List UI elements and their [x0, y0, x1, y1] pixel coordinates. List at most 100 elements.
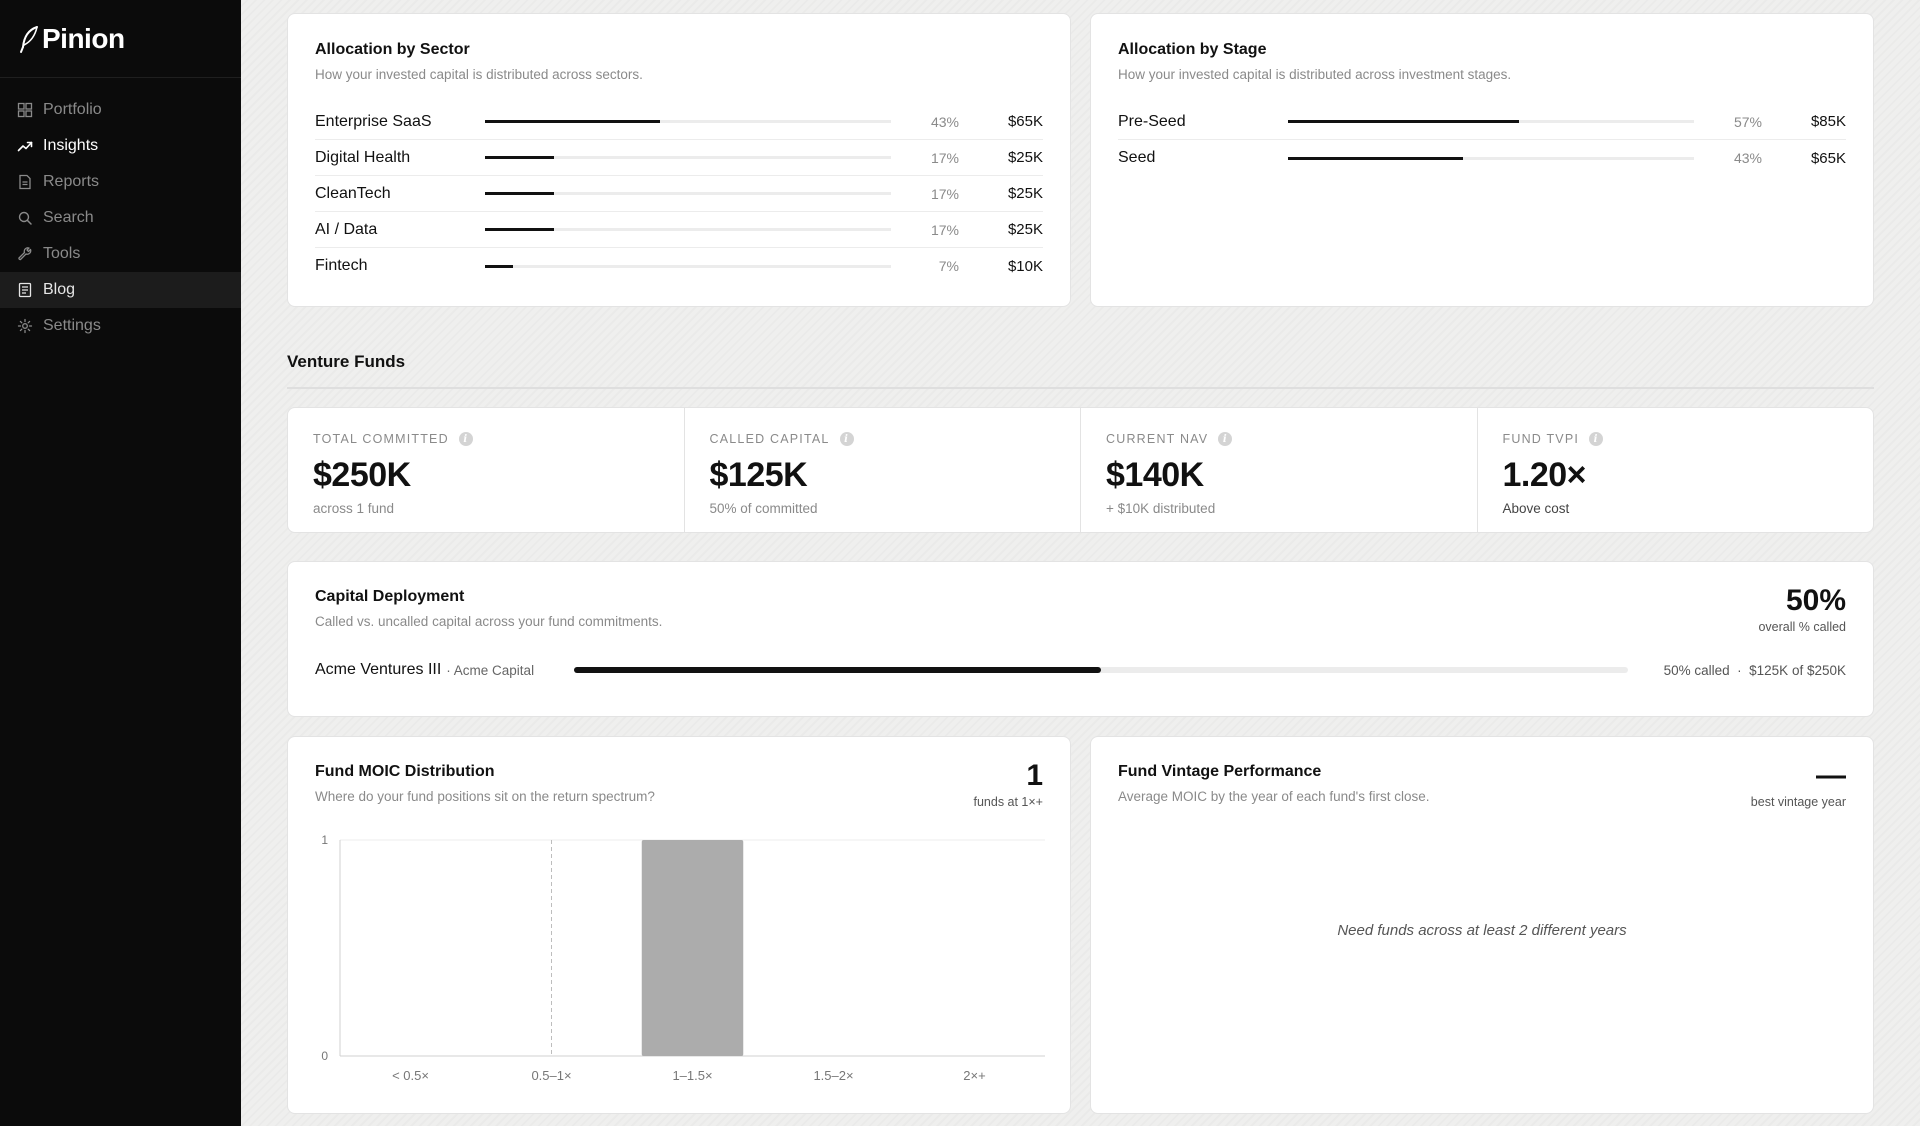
stage-amount: $65K — [1810, 149, 1846, 167]
allocation-bar — [485, 264, 891, 268]
stage-amount: $85K — [1810, 113, 1846, 130]
x-tick-label: 0.5–1× — [531, 1068, 571, 1083]
section-divider — [287, 387, 1874, 389]
sidebar-item-label: Blog — [43, 281, 76, 298]
allocation-bar-fill — [485, 120, 660, 123]
sector-percent: 17% — [930, 185, 959, 202]
vintage-stat-label: best vintage year — [1750, 795, 1846, 809]
moic-bar — [641, 840, 744, 1056]
stage-row[interactable]: Seed 43% $65K — [1118, 140, 1846, 176]
section-title-venture-funds: Venture Funds — [287, 352, 406, 371]
article-icon — [17, 282, 33, 298]
card-title: Allocation by Stage — [1118, 41, 1267, 58]
sector-row[interactable]: Fintech 7% $10K — [315, 248, 1043, 284]
sector-label: Fintech — [315, 257, 368, 274]
moic-stat-value: 1 — [1026, 759, 1043, 792]
wrench-icon — [17, 246, 33, 262]
x-tick-label: 1.5–2× — [813, 1068, 853, 1083]
card-subtitle: Average MOIC by the year of each fund's … — [1118, 789, 1430, 804]
vintage-stat-value: — — [1816, 759, 1846, 792]
stage-row[interactable]: Pre-Seed 57% $85K — [1118, 104, 1846, 140]
info-icon[interactable]: i — [458, 432, 473, 446]
sector-row[interactable]: Digital Health 17% $25K — [315, 140, 1043, 176]
sidebar-item-insights[interactable]: Insights — [0, 128, 241, 164]
kpi-note: + $10K distributed — [1106, 501, 1216, 516]
allocation-bar — [485, 120, 891, 123]
fund-name: Acme Ventures III — [315, 661, 442, 678]
allocation-bar — [1288, 120, 1694, 123]
sidebar-item-reports[interactable]: Reports — [0, 164, 241, 200]
card-subtitle: Where do your fund positions sit on the … — [315, 789, 655, 804]
sector-percent: 7% — [938, 258, 959, 274]
sidebar-item-blog[interactable]: Blog — [0, 272, 241, 308]
kpi-current-nav: CURRENT NAV i $140K + $10K distributed — [1081, 408, 1478, 532]
kpi-fund-tvpi: FUND TVPI i 1.20× Above cost — [1478, 408, 1874, 532]
sector-amount: $25K — [1007, 221, 1043, 238]
info-icon[interactable]: i — [1218, 432, 1233, 446]
sector-percent: 17% — [930, 149, 959, 166]
fund-manager: · Acme Capital — [446, 662, 535, 678]
allocation-bar — [485, 228, 891, 231]
card-title: Allocation by Sector — [315, 41, 470, 58]
sector-label: CleanTech — [315, 184, 391, 202]
x-tick-label: 1–1.5× — [672, 1068, 712, 1083]
sidebar-item-label: Tools — [43, 245, 81, 262]
sidebar-item-portfolio[interactable]: Portfolio — [0, 92, 241, 128]
sector-label: Enterprise SaaS — [315, 112, 432, 130]
kpi-label: TOTAL COMMITTED — [313, 432, 449, 446]
sidebar-item-search[interactable]: Search — [0, 200, 241, 236]
sector-row[interactable]: AI / Data 17% $25K — [315, 212, 1043, 248]
quill-logo-icon — [18, 24, 40, 54]
sector-label: Digital Health — [315, 148, 411, 166]
kpi-note: 50% of committed — [709, 501, 818, 516]
kpi-total-committed: TOTAL COMMITTED i $250K across 1 fund — [288, 408, 685, 532]
sidebar: Pinion Portfolio Insights Reports Search — [0, 0, 241, 1126]
kpi-note: Above cost — [1502, 501, 1570, 516]
kpi-value: 1.20× — [1502, 456, 1587, 494]
sidebar-item-label: Portfolio — [43, 101, 102, 118]
info-icon[interactable]: i — [839, 432, 854, 446]
moic-stat: 1 funds at 1×+ — [973, 759, 1043, 809]
overall-called-value: 50% — [1785, 584, 1846, 617]
sector-amount: $10K — [1007, 257, 1043, 275]
sidebar-item-tools[interactable]: Tools — [0, 236, 241, 272]
card-subtitle: Called vs. uncalled capital across your … — [315, 614, 663, 629]
info-icon[interactable]: i — [1589, 432, 1604, 446]
fund-called-meta: 50% called · $125K of $250K — [1663, 662, 1846, 678]
called-capital-bar-fill — [574, 667, 1101, 673]
stage-percent: 43% — [1733, 150, 1762, 166]
sector-row[interactable]: CleanTech 17% $25K — [315, 176, 1043, 212]
allocation-bar-fill — [1288, 120, 1520, 123]
kpi-called-capital: CALLED CAPITAL i $125K 50% of committed — [685, 408, 1081, 532]
kpi-value: $250K — [313, 456, 411, 494]
gear-icon — [17, 318, 33, 334]
card-title: Fund Vintage Performance — [1118, 763, 1322, 780]
kpi-label: CURRENT NAV — [1106, 432, 1209, 446]
card-subtitle: How your invested capital is distributed… — [315, 67, 643, 82]
card-title: Fund MOIC Distribution — [315, 763, 495, 780]
brand-name: Pinion — [42, 22, 125, 54]
capital-deployment-card: Capital Deployment Called vs. uncalled c… — [287, 561, 1874, 717]
sidebar-item-settings[interactable]: Settings — [0, 308, 241, 344]
vintage-stat: — best vintage year — [1751, 759, 1846, 809]
sidebar-item-label: Reports — [43, 173, 100, 190]
kpi-note: across 1 fund — [313, 501, 395, 516]
kpi-value: $125K — [709, 456, 808, 494]
allocation-by-sector-card: Allocation by Sector How your invested c… — [287, 13, 1071, 307]
allocation-bar-fill — [485, 156, 555, 159]
y-tick-label: 1 — [321, 833, 328, 847]
empty-state-message: Need funds across at least 2 different y… — [1337, 922, 1627, 939]
sidebar-item-label: Search — [43, 209, 94, 226]
fund-deployment-row[interactable]: Acme Ventures III · Acme Capital 50% cal… — [315, 660, 1846, 680]
sidebar-item-label: Settings — [43, 317, 101, 334]
y-tick-label: 0 — [321, 1049, 328, 1063]
sector-amount: $65K — [1007, 113, 1043, 130]
stage-label: Seed — [1118, 149, 1156, 166]
sector-row[interactable]: Enterprise SaaS 43% $65K — [315, 104, 1043, 140]
overall-called-label: overall % called — [1758, 620, 1846, 634]
grid-icon — [17, 102, 33, 118]
kpi-value: $140K — [1106, 456, 1204, 494]
brand[interactable]: Pinion — [0, 0, 241, 78]
allocation-by-stage-card: Allocation by Stage How your invested ca… — [1090, 13, 1874, 307]
allocation-bar-fill — [485, 228, 555, 231]
